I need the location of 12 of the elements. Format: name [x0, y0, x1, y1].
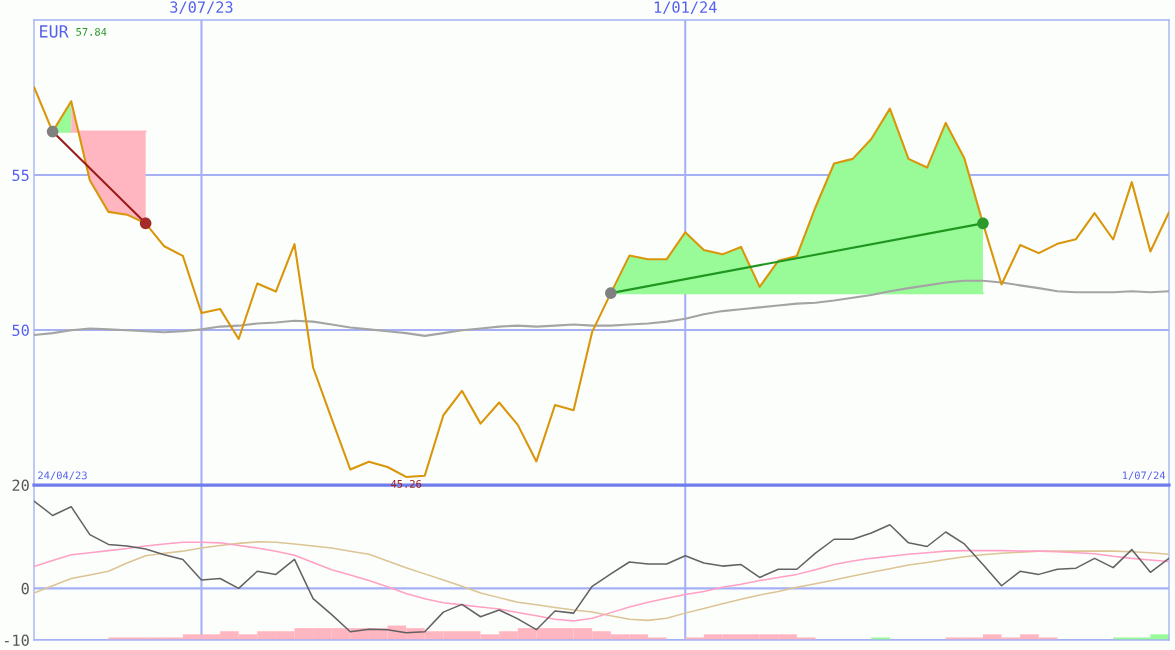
y-axis-title: EUR	[40, 25, 69, 38]
annotation: 1/07/24	[1122, 471, 1166, 481]
annotation: 57.84	[76, 27, 107, 36]
y-tick-label: 0	[21, 582, 29, 595]
y-tick-label: 55	[12, 169, 29, 182]
annotation: 45.26	[390, 479, 422, 488]
x-tick-label: 1/01/24	[654, 1, 717, 15]
y-tick-label: 20	[12, 479, 29, 492]
x-tick-label: 3/07/23	[170, 1, 233, 15]
annotation: 24/04/23	[38, 471, 87, 481]
y-tick-label: 50	[12, 324, 29, 337]
y-tick-label: -10	[4, 634, 29, 647]
